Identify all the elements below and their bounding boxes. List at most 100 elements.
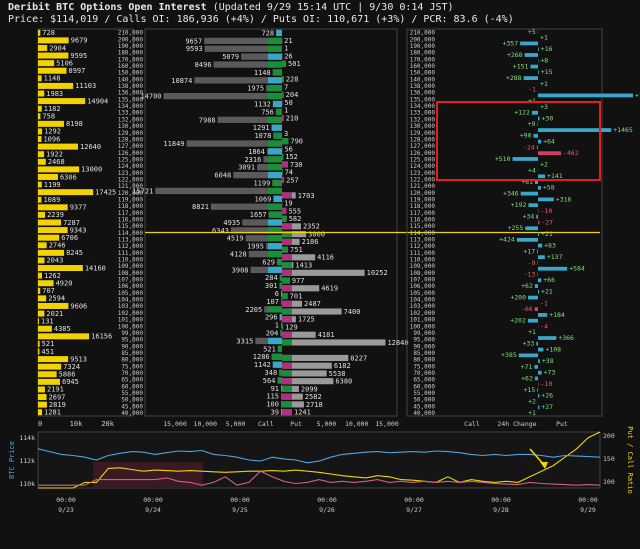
- put-oi-label: 1725: [298, 316, 315, 324]
- history-series-line: [38, 470, 601, 486]
- put-oi-bar: [282, 308, 342, 315]
- call-oi-label: 8496: [195, 61, 212, 69]
- strike-label-right: 90,000: [413, 343, 435, 350]
- strike-label-right: 45,000: [413, 403, 435, 410]
- history-xtick-time: 00:00: [578, 496, 598, 504]
- call-oi-bar: [186, 140, 282, 147]
- total-oi-bar: [38, 409, 43, 416]
- total-oi-label: 1096: [43, 135, 60, 143]
- call-oi-label: 1657: [250, 211, 267, 219]
- change-put-label: -27: [541, 218, 553, 226]
- center-xtick: 5,000: [226, 420, 246, 428]
- call-oi-color-segment: [272, 69, 282, 76]
- put-oi-label: 2718: [306, 401, 323, 409]
- change-put-bar: [538, 128, 612, 132]
- put-oi-color-segment: [282, 316, 292, 323]
- put-oi-label: 582: [289, 215, 302, 223]
- total-oi-label: 8198: [66, 120, 83, 128]
- total-oi-bar: [38, 189, 94, 196]
- total-oi-bar: [38, 98, 86, 105]
- call-oi-color-segment: [281, 290, 282, 297]
- strike-label: 127,000: [118, 143, 144, 150]
- put-oi-bar: [282, 254, 316, 261]
- total-oi-label: 7287: [63, 219, 80, 227]
- put-oi-color-segment: [282, 339, 292, 346]
- annotation-arrowhead: [540, 462, 548, 469]
- put-oi-bar: [282, 231, 307, 238]
- strike-label: 135,000: [118, 96, 144, 103]
- call-oi-bar: [245, 235, 282, 242]
- strike-label: 118,000: [118, 203, 144, 210]
- history-xtick-date: 9/29: [580, 506, 596, 514]
- strike-label-right: 180,000: [410, 50, 436, 57]
- put-oi-color-segment: [282, 161, 288, 168]
- strike-label: 115,000: [118, 223, 144, 230]
- change-put-label: +83: [544, 241, 556, 249]
- call-oi-label: 756: [261, 108, 274, 116]
- strike-label: 124,000: [118, 163, 144, 170]
- call-oi-label: 1142: [254, 361, 271, 369]
- strike-label: 104,000: [118, 297, 144, 304]
- call-oi-bar: [194, 77, 282, 84]
- total-oi-label: 707: [42, 287, 55, 295]
- call-oi-color-segment: [268, 77, 282, 84]
- call-oi-color-segment: [277, 377, 282, 384]
- total-oi-label: 1922: [46, 151, 63, 159]
- put-oi-label: 204: [286, 91, 299, 99]
- history-xtick-time: 00:00: [491, 496, 511, 504]
- call-oi-label: 3908: [232, 266, 249, 274]
- total-oi-label: 6706: [61, 234, 78, 242]
- change-put-bar: [538, 405, 540, 410]
- call-oi-color-segment: [281, 298, 282, 305]
- call-oi-color-segment: [268, 53, 282, 60]
- call-oi-color-segment: [268, 250, 282, 258]
- put-oi-label: 4181: [318, 331, 335, 339]
- strike-label-right: 50,000: [413, 397, 435, 404]
- total-oi-bar: [38, 67, 67, 74]
- put-oi-label: 50: [284, 99, 292, 107]
- put-oi-bar: [282, 370, 327, 377]
- strike-label: 114,000: [118, 230, 144, 237]
- total-oi-bar: [38, 143, 79, 150]
- put-oi-label: 74: [285, 169, 293, 177]
- change-call-label: +357: [502, 39, 518, 47]
- right-panel-frame: [406, 28, 603, 417]
- strike-label: 65,000: [121, 377, 143, 384]
- call-oi-bar: [163, 92, 282, 100]
- strike-label: 108,000: [118, 270, 144, 277]
- change-put-label: +64: [543, 138, 555, 146]
- total-oi-label: 2819: [49, 401, 66, 409]
- total-oi-label: 1148: [44, 75, 61, 83]
- call-oi-label: 3315: [236, 337, 253, 345]
- call-oi-label: 9657: [185, 37, 202, 45]
- total-oi-bar: [38, 386, 45, 393]
- call-oi-label: 296: [265, 314, 278, 322]
- total-oi-bar: [38, 227, 68, 234]
- change-put-bar: [538, 197, 554, 202]
- chart-title: Deribit BTC Options Open Interest (Updat…: [8, 2, 454, 13]
- call-oi-color-segment: [268, 266, 282, 274]
- put-oi-color-segment: [282, 269, 292, 276]
- change-call-bar: [531, 110, 538, 115]
- strike-label: 200,000: [118, 36, 144, 43]
- total-oi-bar: [38, 287, 41, 294]
- call-oi-label: 1: [275, 322, 279, 330]
- total-oi-label: 451: [41, 348, 54, 356]
- highlight-box: [436, 101, 601, 181]
- put-oi-label: 2487: [304, 300, 321, 308]
- call-oi-color-segment: [268, 211, 282, 218]
- put-oi-color-segment: [282, 192, 292, 199]
- change-put-bar: [538, 220, 540, 225]
- change-put-label: +16: [541, 45, 553, 53]
- put-oi-color-segment: [282, 277, 290, 284]
- call-oi-bar: [242, 219, 282, 226]
- total-oi-bar: [38, 37, 69, 44]
- strike-label-right: 122,000: [410, 176, 436, 183]
- change-put-bar: [538, 393, 540, 398]
- put-oi-color-segment: [282, 91, 284, 98]
- change-call-label: -9: [528, 259, 536, 267]
- left-xtick: 0: [38, 420, 42, 428]
- change-put-label: +184: [549, 311, 565, 319]
- history-ylabel-left: BTC Price: [8, 441, 16, 479]
- call-oi-color-segment: [276, 258, 282, 266]
